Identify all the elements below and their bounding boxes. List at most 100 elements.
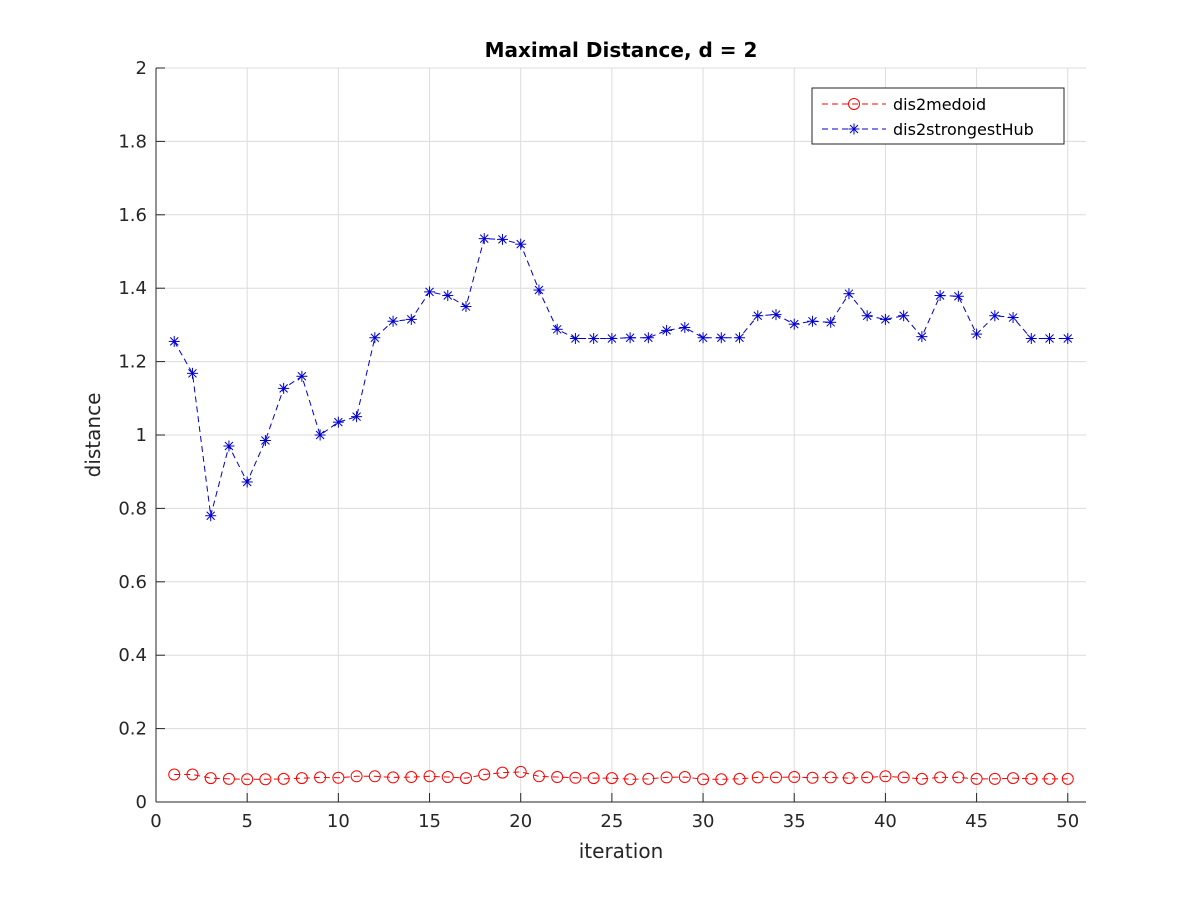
series-1-point — [1007, 772, 1020, 785]
series-2-point — [879, 313, 891, 325]
series-1-point — [332, 771, 345, 784]
series-1-point — [861, 771, 874, 784]
legend: dis2medoid dis2strongestHub — [811, 87, 1065, 145]
series-2-point — [825, 316, 837, 328]
series-2-point — [296, 370, 308, 382]
legend-swatch-marker — [848, 123, 860, 135]
series-1-point — [733, 772, 746, 785]
series-1-point — [314, 771, 327, 784]
series-2-point — [624, 332, 636, 344]
x-tick-label: 20 — [509, 811, 532, 832]
series-1-point — [697, 773, 710, 786]
legend-swatch-marker — [848, 98, 860, 110]
series-1-point — [350, 770, 363, 783]
series-1-point — [952, 771, 965, 784]
series-2-point — [186, 367, 198, 379]
series-1-point — [168, 768, 181, 781]
series-2-point — [770, 309, 782, 321]
series-2-point — [259, 435, 271, 447]
series-2-point — [205, 510, 217, 522]
series-2-point — [806, 315, 818, 327]
chart-title: Maximal Distance, d = 2 — [485, 38, 758, 62]
series-2-point — [569, 332, 581, 344]
series-2-point — [241, 476, 253, 488]
series-1-point — [879, 770, 892, 783]
series-2-point — [971, 328, 983, 340]
y-tick-label: 1.8 — [118, 131, 147, 152]
series-1-point — [715, 773, 728, 786]
series-1-point — [988, 772, 1001, 785]
series-1-point — [277, 772, 290, 785]
series-2-point — [588, 332, 600, 344]
series-2-point — [424, 286, 436, 298]
axes — [155, 67, 1086, 803]
x-tick-label: 10 — [327, 811, 350, 832]
series-1-point — [624, 773, 637, 786]
series-1-point — [204, 772, 217, 785]
x-tick-label: 5 — [241, 811, 252, 832]
series-2-point — [1007, 312, 1019, 324]
series-1-point — [569, 771, 582, 784]
series-1-point — [478, 768, 491, 781]
series-2-point — [442, 290, 454, 302]
y-axis-label: distance — [81, 393, 105, 478]
series-2-point — [1025, 332, 1037, 344]
series-1-point — [1043, 772, 1056, 785]
y-tick-label: 1 — [136, 425, 147, 446]
x-tick-label: 30 — [692, 811, 715, 832]
series-2-point — [843, 288, 855, 300]
series-2-point — [369, 332, 381, 344]
series-2-point — [332, 416, 344, 428]
series-1-point — [295, 772, 308, 785]
series-2-point — [387, 315, 399, 327]
series-1-point — [259, 773, 272, 786]
series-2-point — [861, 310, 873, 322]
series-2-point — [405, 313, 417, 325]
x-tick-label: 0 — [150, 811, 161, 832]
series-2-point — [697, 332, 709, 344]
legend-label: dis2strongestHub — [893, 120, 1034, 139]
series-1-point — [842, 772, 855, 785]
y-tick-label: 0.8 — [118, 498, 147, 519]
legend-entries: dis2medoid dis2strongestHub — [822, 95, 1034, 139]
legend-entry-2: dis2strongestHub — [822, 120, 1034, 139]
x-tick-label: 50 — [1056, 811, 1079, 832]
x-tick-label: 15 — [418, 811, 441, 832]
series-1-point — [587, 772, 600, 785]
series-2-point — [715, 332, 727, 344]
y-tick-label: 1.6 — [118, 205, 147, 226]
series-2-point — [679, 321, 691, 333]
series-2-point — [898, 310, 910, 322]
y-tick-label: 0.2 — [118, 719, 147, 740]
series-2-point — [551, 323, 563, 335]
series-1-point — [642, 772, 655, 785]
series-1-point — [915, 772, 928, 785]
series-2-point — [223, 440, 235, 452]
series-2-point — [934, 290, 946, 302]
legend-box — [811, 87, 1065, 145]
series-2-point — [496, 233, 508, 245]
legend-entry-1: dis2medoid — [822, 95, 986, 114]
series-2-point — [478, 233, 490, 245]
series-2-point — [533, 284, 545, 296]
series-1-point — [405, 771, 418, 784]
series-1-point — [368, 770, 381, 783]
series-2-point — [351, 411, 363, 423]
series-2-point — [752, 310, 764, 322]
series-1 — [168, 765, 1074, 786]
series-1-point — [970, 772, 983, 785]
series-1-point — [806, 771, 819, 784]
series-2-point — [168, 335, 180, 347]
series-2-point — [1062, 332, 1074, 344]
x-axis-label: iteration — [579, 839, 664, 863]
series-1-point — [496, 766, 509, 779]
series-2-point — [642, 332, 654, 344]
series-1-point — [788, 771, 801, 784]
x-tick-label: 45 — [965, 811, 988, 832]
series-1-point — [660, 771, 673, 784]
series-1-point — [824, 771, 837, 784]
series-2-point — [788, 318, 800, 330]
series-1-point — [186, 768, 199, 781]
y-tick-label: 2 — [136, 58, 147, 79]
